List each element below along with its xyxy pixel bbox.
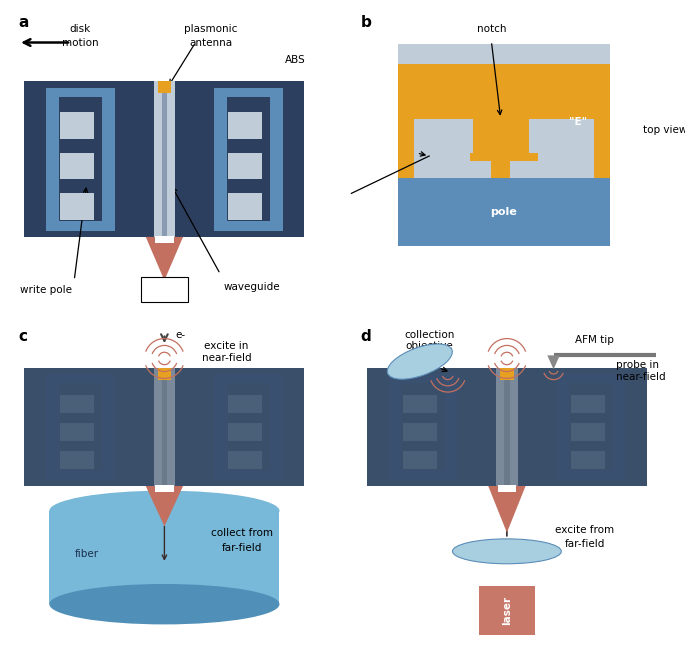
FancyBboxPatch shape: [414, 161, 594, 178]
Text: waveguide: waveguide: [223, 282, 279, 292]
FancyBboxPatch shape: [500, 368, 514, 380]
Text: antenna: antenna: [190, 38, 233, 47]
Polygon shape: [547, 355, 560, 369]
FancyBboxPatch shape: [141, 277, 188, 302]
FancyBboxPatch shape: [25, 82, 304, 237]
FancyBboxPatch shape: [398, 44, 610, 64]
Text: LD: LD: [157, 285, 172, 295]
Text: "E": "E": [569, 117, 588, 127]
Text: probe in: probe in: [616, 360, 659, 370]
FancyBboxPatch shape: [571, 451, 605, 469]
Text: laser: laser: [502, 596, 512, 625]
FancyBboxPatch shape: [46, 87, 114, 231]
Text: collect from: collect from: [211, 527, 273, 538]
Text: motion: motion: [62, 38, 99, 47]
FancyBboxPatch shape: [228, 451, 262, 469]
Text: plasmonic: plasmonic: [184, 23, 238, 34]
FancyBboxPatch shape: [158, 368, 171, 380]
Text: disk: disk: [70, 23, 91, 34]
Polygon shape: [146, 237, 183, 281]
FancyBboxPatch shape: [162, 368, 167, 486]
FancyBboxPatch shape: [59, 97, 102, 222]
Text: excite in: excite in: [204, 341, 249, 351]
FancyBboxPatch shape: [162, 82, 167, 237]
FancyBboxPatch shape: [403, 395, 437, 413]
FancyBboxPatch shape: [214, 87, 283, 231]
FancyBboxPatch shape: [367, 368, 647, 486]
FancyBboxPatch shape: [571, 422, 605, 441]
FancyBboxPatch shape: [60, 451, 95, 469]
Text: far-field: far-field: [564, 538, 605, 549]
FancyBboxPatch shape: [228, 422, 262, 441]
FancyBboxPatch shape: [228, 193, 262, 220]
FancyBboxPatch shape: [214, 374, 283, 480]
Text: e-: e-: [175, 330, 186, 340]
FancyBboxPatch shape: [153, 82, 175, 237]
FancyBboxPatch shape: [60, 152, 95, 179]
FancyBboxPatch shape: [158, 82, 171, 93]
Text: near-field: near-field: [616, 372, 665, 382]
FancyBboxPatch shape: [228, 395, 262, 413]
FancyBboxPatch shape: [227, 97, 270, 222]
FancyBboxPatch shape: [60, 422, 95, 441]
FancyBboxPatch shape: [227, 384, 270, 470]
FancyBboxPatch shape: [491, 152, 510, 178]
FancyBboxPatch shape: [569, 384, 612, 470]
FancyBboxPatch shape: [571, 395, 605, 413]
FancyBboxPatch shape: [414, 119, 594, 153]
FancyBboxPatch shape: [388, 374, 457, 480]
Text: far-field: far-field: [222, 543, 262, 553]
Text: fiber: fiber: [75, 550, 99, 559]
FancyBboxPatch shape: [538, 119, 594, 178]
FancyBboxPatch shape: [403, 422, 437, 441]
Ellipse shape: [453, 539, 561, 564]
Polygon shape: [488, 486, 525, 533]
Ellipse shape: [387, 344, 452, 379]
FancyBboxPatch shape: [60, 112, 95, 139]
Text: near-field: near-field: [202, 353, 251, 364]
FancyBboxPatch shape: [46, 374, 114, 480]
FancyBboxPatch shape: [25, 368, 304, 486]
FancyBboxPatch shape: [60, 193, 95, 220]
FancyBboxPatch shape: [155, 485, 174, 492]
Polygon shape: [146, 486, 183, 526]
Text: top view: top view: [643, 124, 685, 135]
FancyBboxPatch shape: [414, 119, 470, 178]
FancyBboxPatch shape: [155, 236, 174, 242]
Text: collection: collection: [404, 330, 454, 340]
Text: objective: objective: [406, 341, 453, 351]
FancyBboxPatch shape: [59, 384, 102, 470]
Text: d: d: [361, 329, 371, 344]
Text: pole: pole: [490, 207, 517, 217]
FancyBboxPatch shape: [504, 368, 510, 486]
Text: c: c: [18, 329, 27, 344]
Ellipse shape: [49, 584, 279, 625]
Text: notch: notch: [477, 23, 506, 34]
Text: ABS: ABS: [285, 54, 306, 65]
Text: a: a: [18, 15, 29, 30]
FancyBboxPatch shape: [557, 374, 625, 480]
FancyBboxPatch shape: [496, 368, 518, 486]
Text: excite from: excite from: [555, 524, 614, 535]
FancyBboxPatch shape: [473, 119, 529, 153]
FancyBboxPatch shape: [60, 395, 95, 413]
Text: write pole: write pole: [20, 284, 72, 295]
FancyBboxPatch shape: [401, 384, 445, 470]
Text: AFM tip: AFM tip: [575, 335, 614, 345]
FancyBboxPatch shape: [479, 586, 535, 635]
FancyBboxPatch shape: [49, 511, 279, 604]
FancyBboxPatch shape: [228, 112, 262, 139]
FancyBboxPatch shape: [228, 152, 262, 179]
FancyBboxPatch shape: [398, 178, 610, 246]
FancyBboxPatch shape: [497, 485, 516, 492]
FancyBboxPatch shape: [153, 368, 175, 486]
Ellipse shape: [49, 491, 279, 531]
Text: b: b: [361, 15, 371, 30]
FancyBboxPatch shape: [398, 64, 610, 178]
FancyBboxPatch shape: [403, 451, 437, 469]
